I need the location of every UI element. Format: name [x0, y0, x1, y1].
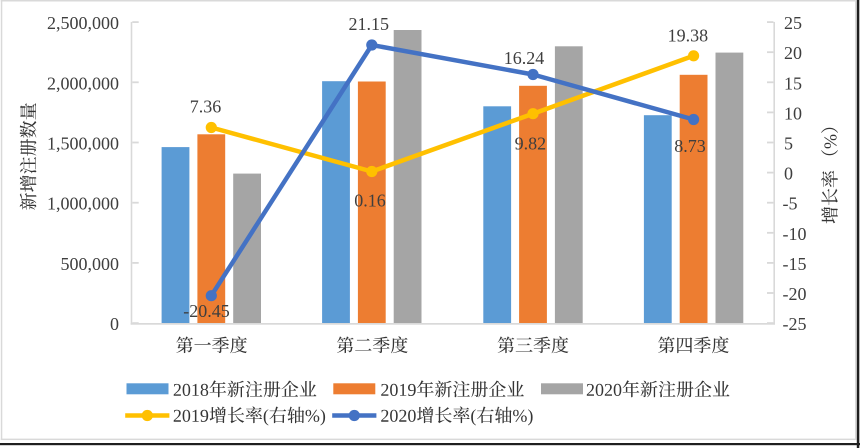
- svg-text:1,500,000: 1,500,000: [47, 134, 119, 154]
- svg-text:8.73: 8.73: [674, 136, 706, 156]
- svg-text:16.24: 16.24: [504, 48, 545, 68]
- svg-text:7.36: 7.36: [190, 97, 222, 117]
- svg-text:-25: -25: [783, 314, 807, 334]
- svg-text:5: 5: [784, 134, 793, 154]
- svg-text:-10: -10: [783, 224, 807, 244]
- svg-text:25: 25: [784, 13, 802, 33]
- svg-text:-5: -5: [783, 194, 798, 214]
- svg-text:-20.45: -20.45: [183, 301, 230, 321]
- svg-text:20: 20: [784, 43, 802, 63]
- svg-text:500,000: 500,000: [61, 254, 120, 274]
- svg-text:2,000,000: 2,000,000: [47, 73, 119, 93]
- svg-text:0: 0: [110, 314, 119, 334]
- svg-text:10: 10: [784, 103, 802, 123]
- svg-text:0.16: 0.16: [354, 191, 386, 211]
- svg-text:-20: -20: [783, 284, 807, 304]
- svg-text:1,000,000: 1,000,000: [47, 194, 119, 214]
- svg-text:21.15: 21.15: [349, 14, 390, 34]
- svg-text:-15: -15: [783, 254, 807, 274]
- svg-text:9.82: 9.82: [515, 134, 547, 154]
- svg-text:0: 0: [784, 164, 793, 184]
- svg-text:2,500,000: 2,500,000: [47, 13, 119, 33]
- svg-text:15: 15: [784, 73, 802, 93]
- svg-text:19.38: 19.38: [668, 25, 709, 45]
